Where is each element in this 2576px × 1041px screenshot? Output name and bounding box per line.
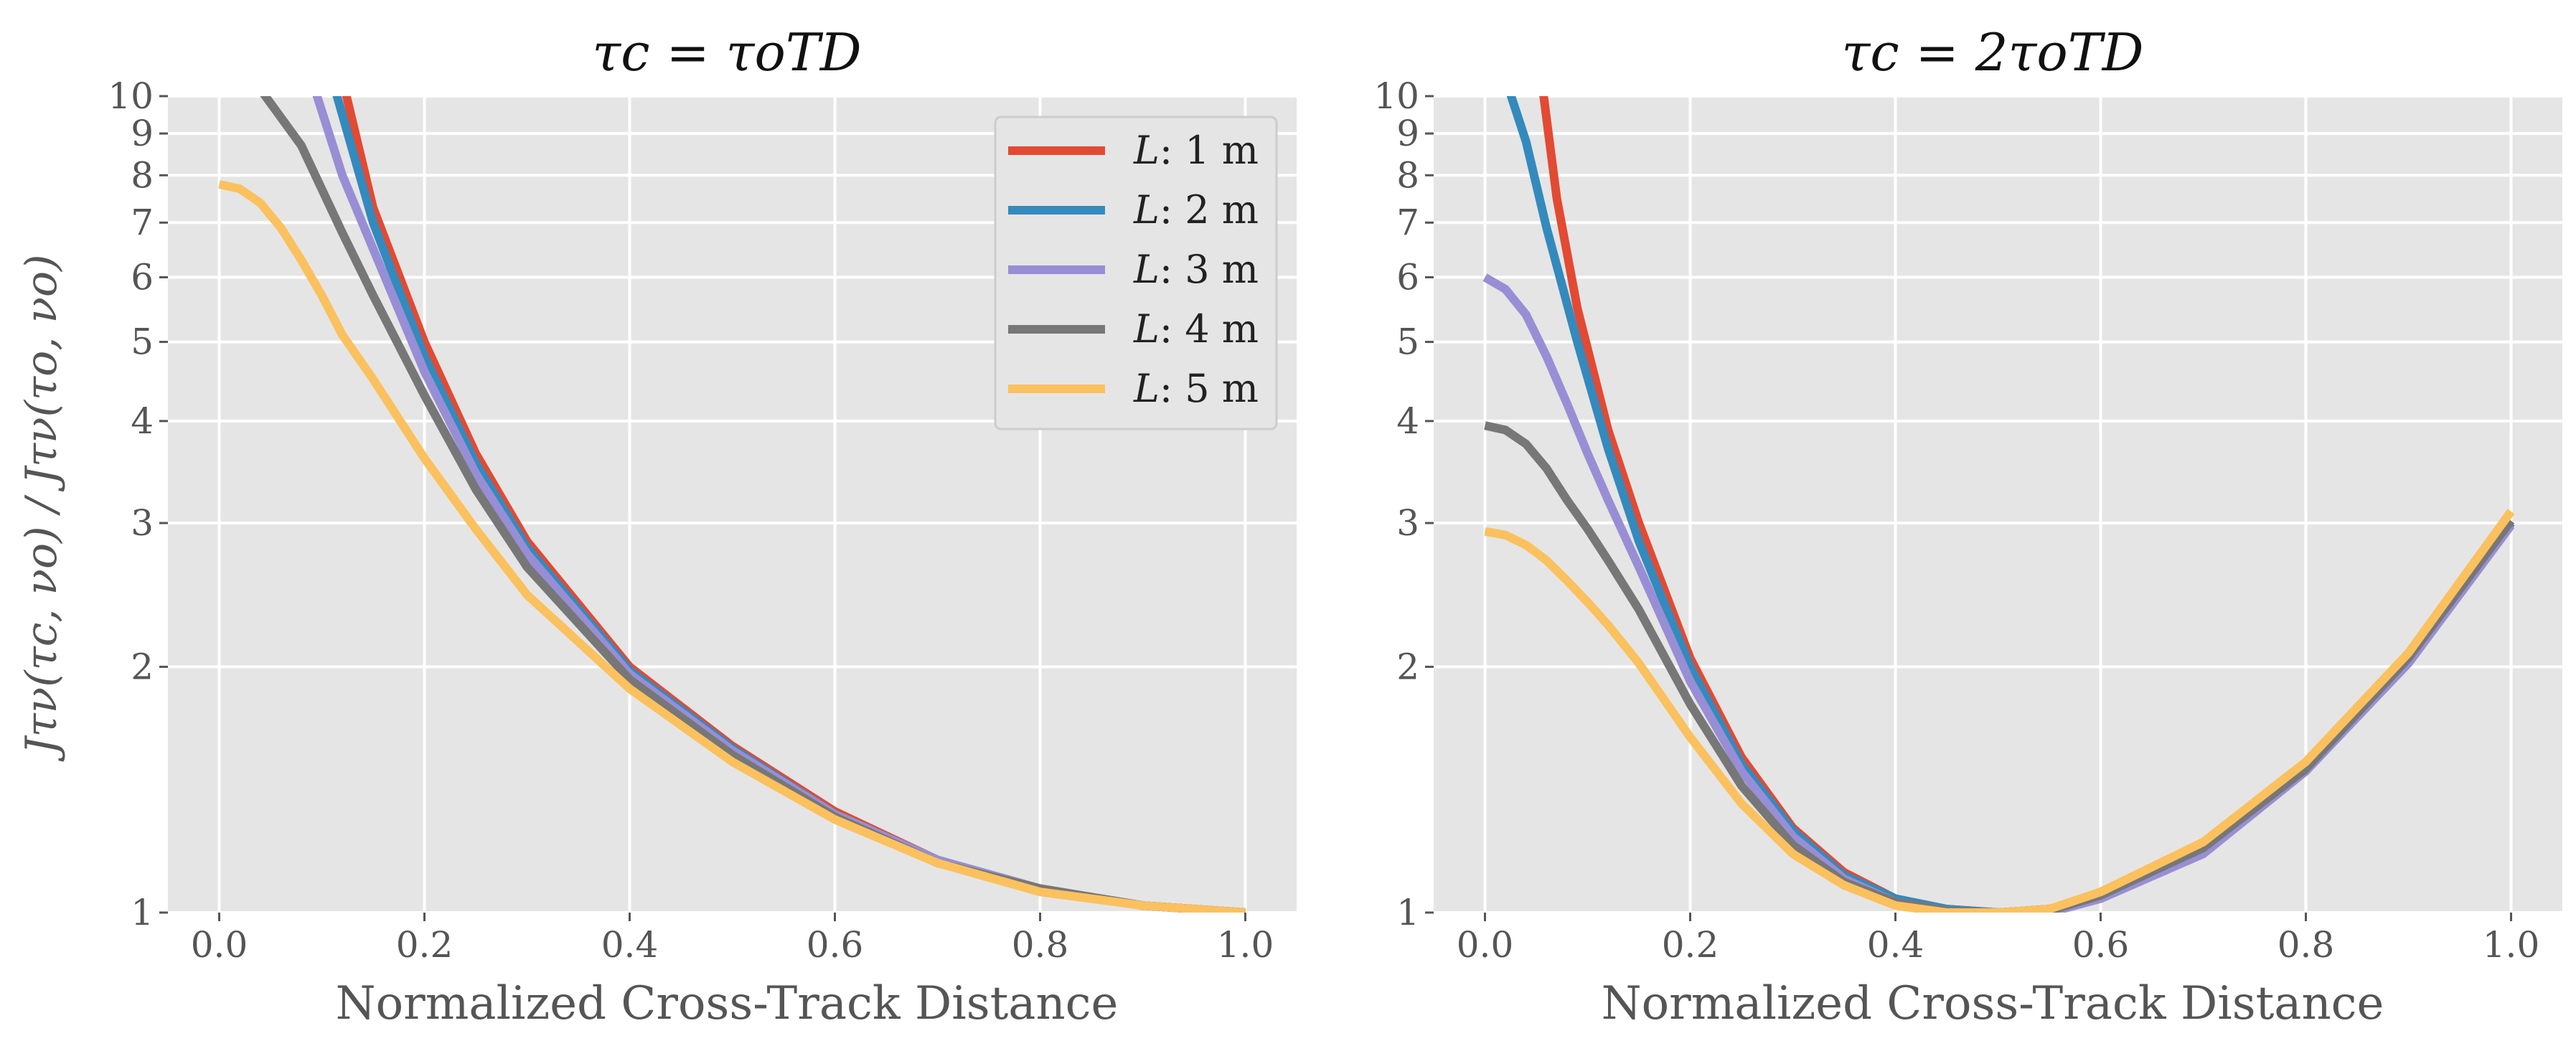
- y-tick-label: 10: [1373, 75, 1419, 117]
- series-line-l-4-m: [1484, 421, 2515, 913]
- y-tick-label: 6: [1396, 256, 1419, 298]
- y-tick-label: 4: [131, 400, 154, 442]
- chart-title-right: τc = 2τoTD: [1842, 22, 2144, 83]
- legend-label: L: 1 m: [1133, 128, 1259, 173]
- y-tick-label: 10: [108, 75, 154, 117]
- legend-label: L: 3 m: [1133, 247, 1259, 292]
- series-lines-left: [218, 96, 1246, 913]
- legend-box: [994, 116, 1278, 430]
- y-tick-label: 6: [131, 256, 154, 298]
- legend-label: L: 5 m: [1133, 366, 1259, 411]
- x-tick-label: 0.6: [807, 924, 864, 966]
- x-tick-labels-right: 0.0 0.2 0.4 0.6 0.8 1.0: [1457, 913, 2540, 966]
- x-tick-label: 0.2: [1662, 924, 1719, 966]
- series-line-l-5-m: [218, 179, 1246, 913]
- y-tick-label: 9: [131, 113, 154, 154]
- y-axis-label: Jτν(τc, νo) / Jτν(τo, νo): [17, 254, 67, 762]
- x-tick-label: 0.8: [2277, 924, 2335, 966]
- series-line-l-3-m: [1482, 273, 2515, 913]
- y-tick-label: 7: [131, 202, 154, 243]
- x-tick-label: 0.0: [1457, 924, 1514, 966]
- x-tick-label: 0.0: [191, 924, 248, 966]
- x-tick-label: 1.0: [2483, 924, 2540, 966]
- x-tick-label: 0.2: [396, 924, 453, 966]
- y-tick-label: 4: [1396, 400, 1419, 442]
- y-tick-label: 8: [131, 154, 154, 196]
- y-tick-label: 2: [131, 646, 154, 687]
- y-tick-label: 2: [1396, 646, 1419, 687]
- x-tick-label: 0.6: [2072, 924, 2130, 966]
- plot-background-right: [1434, 96, 2562, 913]
- y-tick-label: 1: [1396, 892, 1419, 933]
- x-tick-label: 0.4: [1867, 924, 1924, 966]
- y-tick-label: 3: [131, 502, 154, 544]
- y-tick-label: 8: [1396, 154, 1419, 196]
- x-axis-label-right: Normalized Cross-Track Distance: [1602, 977, 2384, 1030]
- y-tick-label: 3: [1396, 502, 1419, 544]
- y-tick-label: 5: [131, 321, 154, 363]
- legend-label: L: 2 m: [1133, 187, 1259, 232]
- x-tick-label: 0.4: [601, 924, 659, 966]
- x-tick-label: 1.0: [1217, 924, 1274, 966]
- legend-label: L: 4 m: [1133, 306, 1259, 352]
- series-line-l-5-m: [1484, 509, 2515, 913]
- y-tick-label: 1: [131, 892, 154, 933]
- x-tick-labels-left: 0.0 0.2 0.4 0.6 0.8 1.0: [191, 913, 1274, 966]
- legend: L: 1 m L: 2 m L: 3 m L: 4 m L: 5 m: [994, 116, 1278, 430]
- y-tick-label: 5: [1396, 321, 1419, 363]
- x-axis-label-left: Normalized Cross-Track Distance: [336, 977, 1119, 1030]
- y-tick-label: 7: [1396, 202, 1419, 243]
- series-lines-right: [1482, 96, 2515, 913]
- x-tick-label: 0.8: [1012, 924, 1069, 966]
- chart-title-left: τc = τoTD: [592, 22, 861, 83]
- y-tick-label: 9: [1396, 113, 1419, 154]
